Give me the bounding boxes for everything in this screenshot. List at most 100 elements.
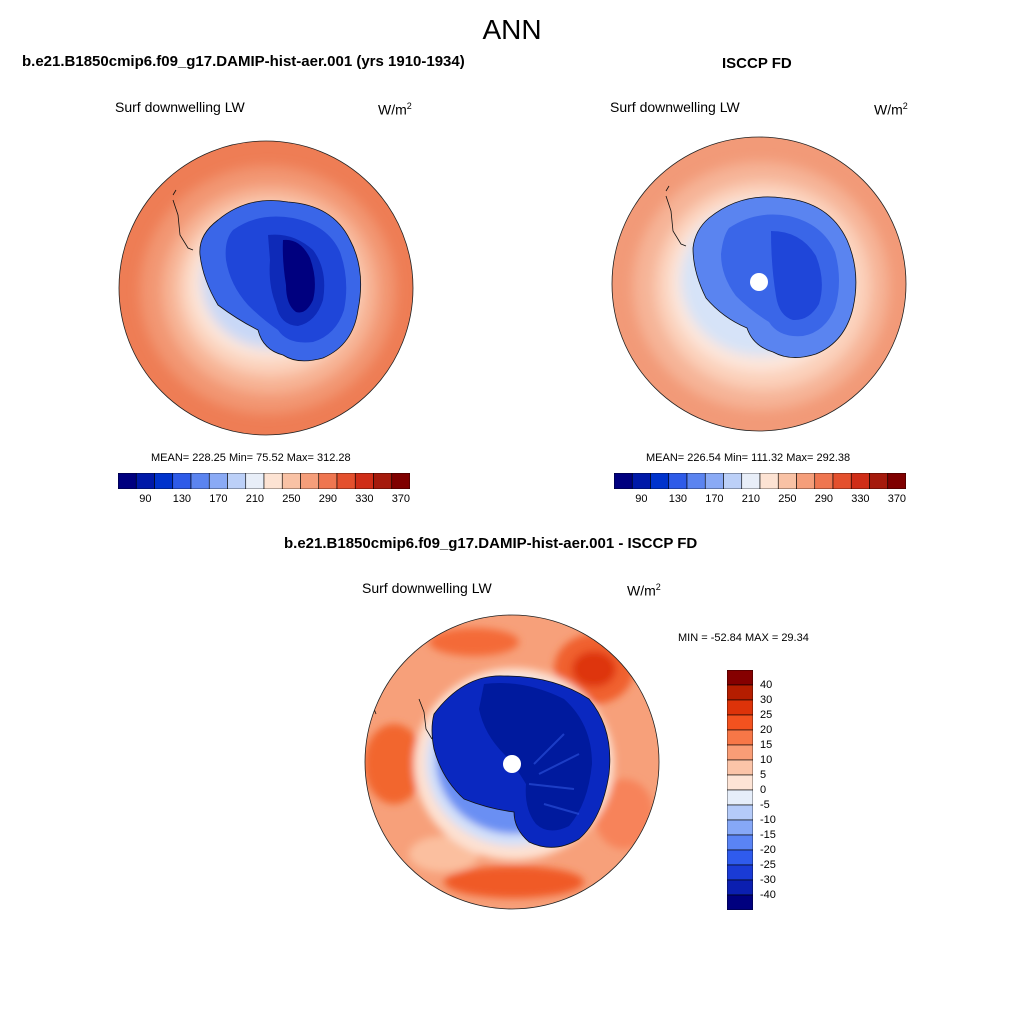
panel2-colorbar-label: 170 (705, 493, 724, 505)
panel1-colorbar-label: 370 (391, 493, 411, 505)
panel3-colorbar-label: 0 (760, 784, 767, 796)
panel3-colorbar-label: -5 (760, 799, 770, 811)
panel2-colorbar-label: 210 (741, 493, 761, 505)
panel1-colorbar-swatch-9 (281, 473, 301, 489)
panel1-colorbar (118, 473, 410, 489)
panel3-colorbar-swatch-10 (727, 819, 753, 836)
panel1-colorbar-label: 170 (209, 493, 228, 505)
panel2-colorbar-swatch-13 (850, 473, 870, 489)
panel1-colorbar-label: 90 (139, 493, 152, 505)
panel3-colorbar-label: -40 (760, 889, 776, 901)
panel2-colorbar-swatch-10 (796, 473, 816, 489)
panel3-colorbar-label: 5 (760, 769, 767, 781)
panel1-colorbar-swatch-6 (227, 473, 247, 489)
panel3-colorbar (727, 670, 753, 910)
panel2-colorbar-labels: 90 130 170 210 250 290 330 370 (614, 493, 906, 509)
panel3-colorbar-swatch-11 (727, 834, 753, 851)
panel1-colorbar-swatch-1 (135, 473, 155, 489)
panel1-colorbar-swatch-8 (263, 473, 283, 489)
panel3-colorbar-label: 20 (760, 724, 773, 736)
panel2-polar-map (611, 136, 907, 432)
panel3-colorbar-label: -15 (760, 829, 776, 841)
panel2-colorbar-swatch-8 (759, 473, 779, 489)
panel3-colorbar-labels: 40 30 25 20 15 10 5 0 -5 -10 -15 -20 -25 -30 -40 (760, 670, 800, 910)
panel1-colorbar-label: 290 (318, 493, 338, 505)
panel1-colorbar-swatch-2 (154, 473, 174, 489)
panel3-colorbar-swatch-7 (727, 774, 753, 791)
panel3-polar-map (364, 614, 660, 910)
panel2-colorbar-swatch-1 (631, 473, 651, 489)
panel1-colorbar-label: 250 (282, 493, 301, 505)
panel3-units: W/m2 (627, 582, 661, 599)
panel1-colorbar-labels: 90 130 170 210 250 290 330 370 (118, 493, 410, 509)
panel3-variable: Surf downwelling LW (362, 580, 492, 596)
panel2-colorbar-label: 130 (668, 493, 688, 505)
panel2-colorbar-swatch-7 (741, 473, 761, 489)
panel3-colorbar-swatch-3 (727, 714, 753, 731)
panel2-variable: Surf downwelling LW (610, 99, 740, 115)
panel1-colorbar-swatch-10 (300, 473, 320, 489)
panel2-colorbar-label: 250 (778, 493, 797, 505)
panel1-colorbar-label: 210 (245, 493, 265, 505)
panel3-colorbar-swatch-1 (727, 684, 753, 701)
panel2-colorbar-swatch-2 (650, 473, 670, 489)
panel1-colorbar-swatch-13 (354, 473, 374, 489)
panel1-colorbar-swatch-4 (190, 473, 210, 489)
panel3-stats: MIN = -52.84 MAX = 29.34 (678, 632, 809, 644)
panel1-colorbar-swatch-0 (118, 473, 137, 489)
panel1-stats: MEAN= 228.25 Min= 75.52 Max= 312.28 (151, 452, 351, 464)
panel3-colorbar-label: 10 (760, 754, 773, 766)
panel3-colorbar-swatch-9 (727, 804, 753, 821)
panel1-colorbar-swatch-11 (318, 473, 338, 489)
panel2-colorbar (614, 473, 906, 489)
panel3-colorbar-swatch-0 (727, 670, 753, 686)
panel3-colorbar-swatch-6 (727, 759, 753, 776)
panel2-colorbar-swatch-5 (704, 473, 724, 489)
panel3-colorbar-label: -10 (760, 814, 776, 826)
panel2-colorbar-label: 290 (814, 493, 834, 505)
panel2-title: ISCCP FD (722, 55, 792, 72)
panel2-colorbar-swatch-6 (723, 473, 743, 489)
panel3-colorbar-swatch-12 (727, 849, 753, 866)
panel2-units: W/m2 (874, 101, 908, 118)
panel3-colorbar-label: 40 (760, 679, 773, 691)
panel3-colorbar-swatch-5 (727, 744, 753, 761)
panel2-colorbar-swatch-4 (686, 473, 706, 489)
panel3-colorbar-label: 15 (760, 739, 773, 751)
panel3-colorbar-swatch-8 (727, 789, 753, 806)
panel2-colorbar-swatch-12 (832, 473, 852, 489)
panel2-colorbar-label: 330 (851, 493, 870, 505)
panel1-colorbar-swatch-12 (336, 473, 356, 489)
panel1-variable: Surf downwelling LW (115, 99, 245, 115)
panel1-colorbar-swatch-3 (172, 473, 192, 489)
panel1-colorbar-label: 330 (355, 493, 374, 505)
panel2-colorbar-swatch-0 (614, 473, 633, 489)
panel2-colorbar-swatch-11 (814, 473, 834, 489)
panel3-colorbar-label: -25 (760, 859, 776, 871)
panel2-colorbar-swatch-9 (777, 473, 797, 489)
panel3-colorbar-swatch-4 (727, 729, 753, 746)
panel3-colorbar-swatch-14 (727, 879, 753, 896)
panel3-title: b.e21.B1850cmip6.f09_g17.DAMIP-hist-aer.… (284, 535, 698, 552)
panel3-colorbar-swatch-13 (727, 864, 753, 881)
panel2-colorbar-swatch-3 (668, 473, 688, 489)
season-title: ANN (482, 14, 542, 45)
panel2-colorbar-swatch-14 (869, 473, 889, 489)
panel3-colorbar-label: 30 (760, 694, 773, 706)
panel3-colorbar-label: 25 (760, 709, 773, 721)
panel2-colorbar-swatch-15 (887, 473, 906, 489)
panel1-title: b.e21.B1850cmip6.f09_g17.DAMIP-hist-aer.… (22, 53, 465, 70)
panel1-polar-map (118, 140, 414, 436)
panel2-colorbar-label: 370 (887, 493, 907, 505)
panel3-colorbar-label: -20 (760, 844, 776, 856)
panel1-colorbar-label: 130 (172, 493, 192, 505)
panel3-colorbar-label: -30 (760, 874, 776, 886)
panel1-colorbar-swatch-15 (391, 473, 410, 489)
panel2-stats: MEAN= 226.54 Min= 111.32 Max= 292.38 (646, 452, 851, 464)
panel2-colorbar-label: 90 (635, 493, 648, 505)
panel1-units: W/m2 (378, 101, 412, 118)
panel1-colorbar-swatch-5 (208, 473, 228, 489)
panel1-colorbar-swatch-14 (373, 473, 393, 489)
panel1-colorbar-swatch-7 (245, 473, 265, 489)
panel3-colorbar-swatch-15 (727, 894, 753, 910)
